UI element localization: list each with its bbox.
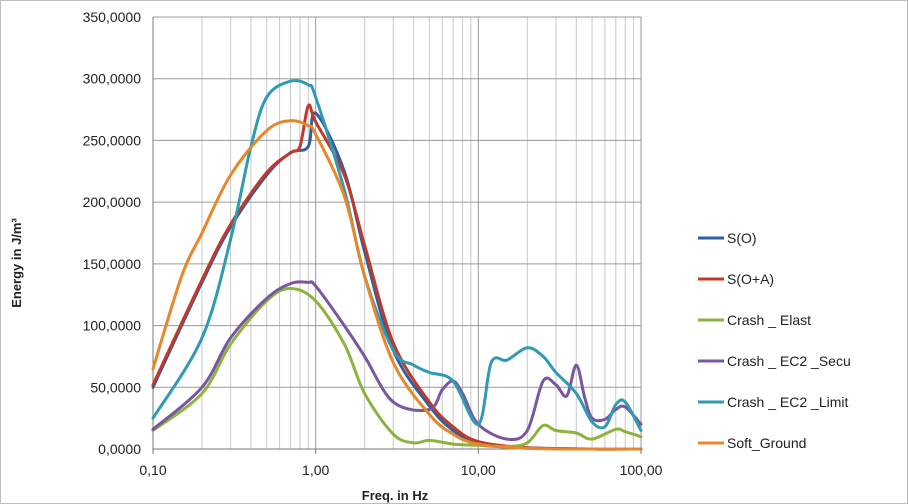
series-line-3: [151, 280, 643, 442]
y-axis-title: Energy in J/m³: [9, 218, 24, 308]
series-line-4: [151, 79, 643, 432]
series-lines: [151, 79, 643, 451]
series-line-5: [151, 119, 643, 451]
legend: S(O) S(O+A) Crash _ Elast Crash _ EC2 _Secu…: [698, 230, 851, 451]
y-tick-label: 250,0000: [83, 132, 142, 148]
x-tick-label: 10,00: [461, 462, 496, 478]
legend-label: Crash _ EC2 _Secu: [727, 353, 851, 369]
series-line-1: [151, 103, 643, 451]
x-tick-labels: 0,10 1,00 10,00 100,00: [139, 449, 663, 478]
legend-label: S(O+A): [727, 271, 774, 287]
legend-label: S(O): [727, 230, 757, 246]
y-tick-labels: 0,0000 50,0000 100,0000 150,0000 200,0000 250…: [83, 9, 142, 457]
series-line-2: [151, 287, 643, 449]
x-tick-label: 100,00: [620, 462, 663, 478]
x-axis-title: Freq. in Hz: [362, 488, 429, 503]
legend-label: Crash _ EC2 _Limit: [727, 394, 848, 410]
x-tick-label: 1,00: [302, 462, 329, 478]
y-tick-label: 350,0000: [83, 9, 142, 25]
y-tick-label: 300,0000: [83, 71, 142, 87]
y-tick-label: 100,0000: [83, 318, 142, 334]
x-tick-label: 0,10: [139, 462, 166, 478]
y-tick-label: 150,0000: [83, 256, 142, 272]
grid: [152, 16, 642, 450]
y-tick-label: 50,0000: [90, 379, 141, 395]
y-tick-label: 0,0000: [98, 441, 141, 457]
legend-label: Crash _ Elast: [727, 312, 811, 328]
legend-label: Soft_Ground: [727, 435, 806, 451]
y-tick-label: 200,0000: [83, 194, 142, 210]
